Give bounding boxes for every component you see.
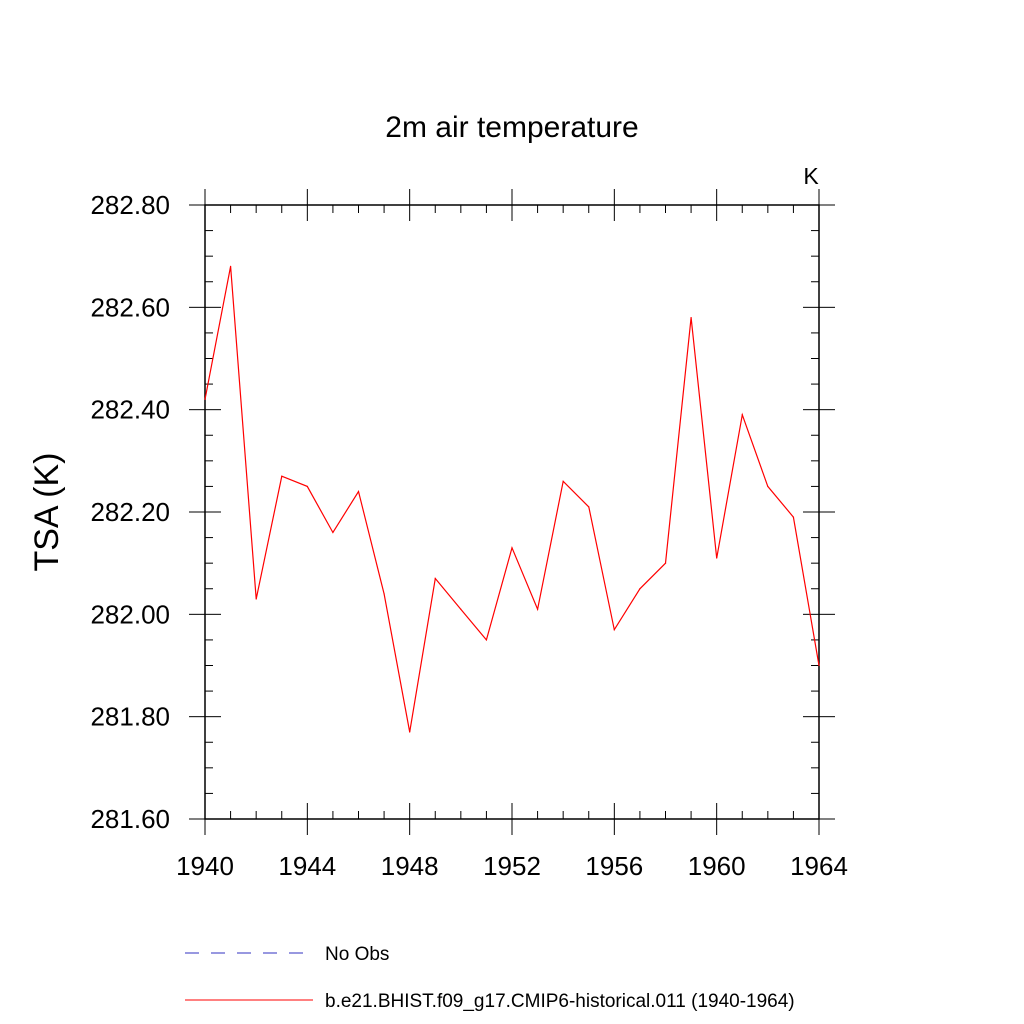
data-point — [409, 731, 411, 733]
y-tick-label: 282.20 — [90, 497, 170, 527]
legend: No Obs b.e21.BHIST.f09_g17.CMIP6-historic… — [185, 944, 795, 1012]
data-point — [613, 629, 615, 631]
y-tick-label: 281.80 — [90, 702, 170, 732]
data-point — [741, 414, 743, 416]
data-point — [306, 485, 308, 488]
data-point — [639, 588, 641, 590]
x-tick-label: 1960 — [688, 851, 746, 881]
tick-labels: 1940 1944 1948 1952 1956 1960 1964 281.60 281.80… — [90, 190, 847, 881]
y-axis-label: TSA (K) — [28, 452, 66, 571]
data-point — [690, 316, 692, 319]
legend-label: b.e21.BHIST.f09_g17.CMIP6-historical.011… — [325, 991, 795, 1012]
data-point — [204, 398, 206, 401]
axis-ticks — [189, 189, 835, 835]
y-tick-label: 281.60 — [90, 804, 170, 834]
plot-frame — [204, 204, 820, 820]
chart-title: 2m air temperature — [385, 111, 638, 144]
data-point — [332, 531, 334, 534]
data-point — [716, 557, 718, 559]
x-tick-label: 1940 — [176, 851, 234, 881]
data-point — [818, 664, 820, 667]
data-point — [460, 608, 462, 610]
data-point — [434, 577, 436, 580]
data-point — [588, 506, 590, 508]
series-layer — [204, 265, 820, 733]
data-point — [229, 265, 232, 267]
x-tick-label: 1964 — [790, 851, 848, 881]
data-point — [562, 480, 564, 482]
data-point — [383, 593, 385, 595]
data-point — [281, 475, 283, 477]
data-point — [511, 547, 513, 549]
y-tick-label: 282.60 — [90, 292, 170, 322]
y-tick-label: 282.80 — [90, 190, 170, 220]
data-point — [357, 490, 360, 493]
x-tick-label: 1952 — [483, 851, 541, 881]
data-point — [485, 639, 488, 641]
data-point — [255, 598, 257, 600]
data-point — [792, 516, 795, 518]
data-point — [536, 608, 539, 610]
data-point — [664, 562, 667, 564]
data-point — [767, 485, 769, 488]
x-tick-label: 1944 — [278, 851, 336, 881]
y-tick-label: 282.00 — [90, 599, 170, 629]
legend-label: No Obs — [325, 944, 389, 965]
y-tick-label: 282.40 — [90, 395, 170, 425]
units-label: K — [803, 163, 819, 189]
x-tick-label: 1948 — [381, 851, 439, 881]
x-tick-label: 1956 — [585, 851, 643, 881]
series-line — [204, 266, 820, 733]
